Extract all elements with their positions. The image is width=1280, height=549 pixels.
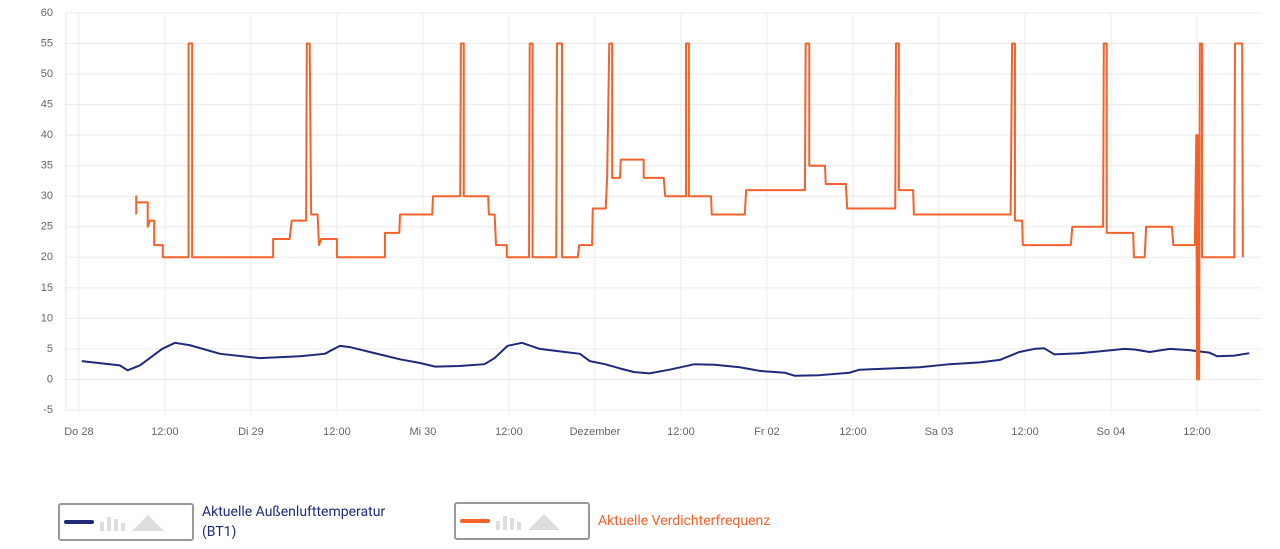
legend-icon-part [107, 517, 111, 531]
y-tick-label: 55 [41, 37, 53, 49]
legend-icon-part [100, 522, 104, 531]
x-tick-label: 12:00 [151, 426, 179, 438]
x-tick-label: Di 29 [238, 426, 264, 438]
legend-item[interactable]: Aktuelle Verdichterfrequenz [454, 502, 808, 540]
y-tick-label: 50 [41, 68, 53, 80]
x-tick-label: 12:00 [667, 426, 695, 438]
legend-swatch [58, 503, 194, 541]
y-tick-label: 25 [41, 221, 53, 233]
y-tick-label: -5 [43, 404, 53, 416]
legend-icon-part [121, 523, 125, 531]
y-tick-label: 30 [41, 190, 53, 202]
x-tick-label: 12:00 [839, 426, 867, 438]
y-tick-label: 45 [41, 99, 53, 111]
x-tick-label: Fr 02 [754, 426, 780, 438]
legend-icon-part [528, 514, 560, 530]
legend-label: Aktuelle Außenlufttemperatur (BT1) [202, 504, 386, 540]
y-tick-label: 20 [41, 251, 53, 263]
x-tick-label: Dezember [570, 426, 621, 438]
x-tick-label: Mi 30 [409, 426, 436, 438]
y-tick-label: 10 [41, 312, 53, 324]
series-line [81, 341, 1250, 377]
x-tick-label: 12:00 [1011, 426, 1039, 438]
legend-icon-part [503, 516, 507, 530]
y-tick-label: 5 [47, 343, 53, 355]
legend-icon-part [496, 521, 500, 530]
y-tick-label: 60 [41, 7, 53, 19]
x-tick-label: Do 28 [64, 426, 93, 438]
series-line [135, 42, 1244, 381]
legend-label: Aktuelle Verdichterfrequenz [598, 513, 771, 529]
x-tick-label: 12:00 [495, 426, 523, 438]
legend-icon-part [510, 518, 514, 530]
legend-item[interactable]: Aktuelle Außenlufttemperatur (BT1) [58, 502, 412, 542]
legend-icon-part [517, 522, 521, 530]
legend-icon [460, 514, 560, 530]
y-tick-label: 35 [41, 160, 53, 172]
x-tick-label: 12:00 [1183, 426, 1211, 438]
legend-icon-part [114, 519, 118, 531]
y-tick-label: 0 [47, 373, 53, 385]
x-tick-label: 12:00 [323, 426, 351, 438]
legend-icon-part [132, 515, 164, 531]
y-tick-label: 15 [41, 282, 53, 294]
x-tick-label: Sa 03 [925, 426, 954, 438]
legend-swatch [454, 502, 590, 540]
chart: -5 0 5 10 15 20 25 30 35 40 45 50 55 60 Do 28 12:00 Di 2… [41, 7, 1262, 438]
x-tick-label: So 04 [1097, 426, 1126, 438]
y-tick-label: 40 [41, 129, 53, 141]
legend-icon [64, 515, 164, 531]
